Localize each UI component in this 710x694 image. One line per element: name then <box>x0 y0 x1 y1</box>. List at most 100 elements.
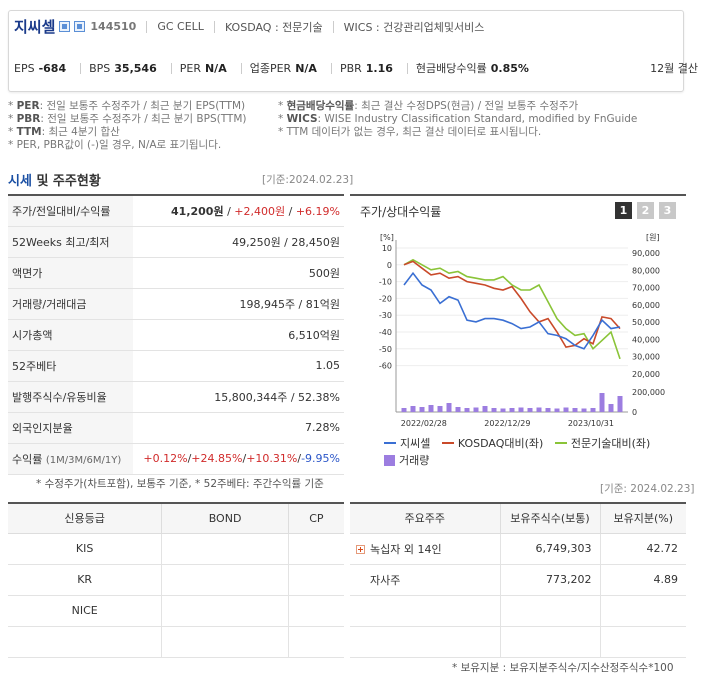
note-line: * TTM: 최근 4분기 합산 <box>8 126 120 138</box>
legend-line-icon <box>384 442 396 444</box>
notes-left: * PER: 전일 보통주 수정주가 / 최근 분기 EPS(TTM) * PB… <box>8 100 247 152</box>
volume-bar <box>437 406 443 412</box>
table-row: 발행주식수/유동비율 15,800,344주 / 52.38% <box>8 381 344 413</box>
left-axis-tick: -20 <box>379 294 392 303</box>
metric-per: PER N/A <box>179 61 227 75</box>
volume-bar <box>500 408 506 412</box>
chart-panel: 주가/상대수익률 1 2 3 [%] [원] 10 0 -10 -20 -30 -40 -50-… <box>350 194 686 467</box>
note-line: * 현금배당수익률: 최근 결산 수정DPS(현금) / 전일 보통주 수정주가 <box>278 100 579 112</box>
reference-date: [기준:2024.02.23] <box>262 174 354 186</box>
table-header-row: 주요주주 보유주식수(보통) 보유지분(%) <box>350 503 686 534</box>
volume-bar <box>545 408 551 412</box>
table-row: KIS <box>8 533 344 565</box>
table-row: NICE <box>8 595 344 627</box>
legend-item: 거래량 <box>384 452 429 469</box>
major-shareholder-table: 주요주주 보유주식수(보통) 보유지분(%) 녹십자 외 14인 6,749,3… <box>350 502 686 658</box>
right-axis-tick: 20,000 <box>632 370 660 379</box>
chart-legend: 지씨셀 KOSDAQ대비(좌) 전문기술대비(좌) 거래량 <box>384 432 658 471</box>
home-icon[interactable] <box>59 21 71 32</box>
notes-right: * 현금배당수익률: 최근 결산 수정DPS(현금) / 전일 보통주 수정주가… <box>278 100 637 139</box>
market-info: KOSDAQ : 전문기술 <box>224 20 323 34</box>
right-axis-tick: 80,000 <box>632 266 660 275</box>
row-label: 외국인지분율 <box>8 412 133 444</box>
table-row: 거래량/거래대금 198,945주 / 81억원 <box>8 288 344 320</box>
building-icon[interactable] <box>74 21 86 32</box>
price-change-rate: +6.19% <box>295 204 340 218</box>
table-row <box>350 626 686 658</box>
series-line <box>403 260 621 348</box>
chart-button-1[interactable]: 1 <box>615 202 632 219</box>
volume-bar <box>536 407 542 412</box>
left-axis-tick: 10 <box>382 244 392 253</box>
price-footnote: * 수정주가(차트포함), 보통주 기준, * 52주베타: 주간수익률 기준 <box>36 478 324 490</box>
column-header: 주요주주 <box>350 503 500 534</box>
volume-bar <box>518 407 524 412</box>
row-label: 거래량/거래대금 <box>8 288 133 320</box>
right-axis-tick: 30,000 <box>632 353 660 362</box>
volume-bar <box>572 408 578 412</box>
company-title-row: 지씨셀 144510 GC CELL KOSDAQ : 전문기술 WICS : … <box>14 16 484 37</box>
table-row: KR <box>8 564 344 596</box>
right-axis-tick: 40,000 <box>632 335 660 344</box>
right-axis-tick: 50,000 <box>632 318 660 327</box>
volume-bar <box>617 396 623 412</box>
chart-period-buttons: 1 2 3 <box>615 202 676 219</box>
volume-bar <box>446 403 452 412</box>
settlement-month: 12월 결산 <box>650 62 698 75</box>
row-label: 발행주식수/유동비율 <box>8 381 133 413</box>
reference-date-2: [기준: 2024.02.23] <box>600 483 695 495</box>
right-axis-tick: 90,000 <box>632 249 660 258</box>
table-row <box>350 595 686 627</box>
right-axis-tick: 60,000 <box>632 301 660 310</box>
row-value: 1.05 <box>133 350 344 382</box>
chart-button-3[interactable]: 3 <box>659 202 676 219</box>
divider <box>80 62 82 74</box>
volume-bar <box>410 406 416 412</box>
volume-bar <box>428 405 434 412</box>
row-value: 198,945주 / 81억원 <box>133 288 344 320</box>
volume-bar <box>473 407 479 412</box>
metric-bps: BPS 35,546 <box>89 61 157 75</box>
shareholder-name: 녹십자 외 14인 <box>370 542 442 556</box>
row-label: 주가/전일대비/수익률 <box>8 195 133 227</box>
legend-line-icon <box>441 442 454 444</box>
metric-eps: EPS -684 <box>14 61 67 75</box>
table-row: 주가/전일대비/수익률 41,200원 / +2,400원 / +6.19% <box>8 195 344 227</box>
current-price: 41,200원 <box>171 204 224 218</box>
company-name[interactable]: 지씨셀 <box>14 18 56 36</box>
row-label: 52Weeks 최고/최저 <box>8 226 133 258</box>
volume-bar <box>491 408 497 412</box>
legend-box-icon <box>384 454 395 466</box>
table-row: 52Weeks 최고/최저 49,250원 / 28,450원 <box>8 226 344 258</box>
price-table: 주가/전일대비/수익률 41,200원 / +2,400원 / +6.19% 5… <box>8 194 344 475</box>
chart-button-2[interactable]: 2 <box>637 202 654 219</box>
row-label: 수익률 (1M/3M/6M/1Y) <box>8 443 133 475</box>
shareholder-name: 자사주 <box>350 564 500 596</box>
metric-pbr: PBR 1.16 <box>339 61 393 75</box>
column-header: 보유주식수(보통) <box>499 503 600 534</box>
row-label: 시가총액 <box>8 319 133 351</box>
row-value: 6,510억원 <box>133 319 344 351</box>
wics-info: WICS : 건강관리업체및서비스 <box>343 20 485 34</box>
credit-rating-table: 신용등급 BOND CP KIS KR NICE <box>8 502 344 658</box>
price-change: +2,400원 <box>234 204 286 218</box>
legend-item: 지씨셀 <box>384 435 430 452</box>
note-line: * PER: 전일 보통주 수정주가 / 최근 분기 EPS(TTM) <box>8 100 246 112</box>
row-label: 52주베타 <box>8 350 133 382</box>
expand-plus-icon[interactable] <box>356 545 365 554</box>
table-header-row: 신용등급 BOND CP <box>8 503 344 534</box>
row-value: 41,200원 / +2,400원 / +6.19% <box>133 195 344 227</box>
row-label: 액면가 <box>8 257 133 289</box>
right-axis-unit: [원] <box>646 233 660 242</box>
column-header: CP <box>287 503 344 534</box>
price-chart: [%] [원] 10 0 -10 -20 -30 -40 -50 -60 90,000 80,000 7… <box>379 233 665 428</box>
note-line: * PER, PBR값이 (-)일 경우, N/A로 표기됩니다. <box>8 139 222 151</box>
series-line <box>403 258 621 360</box>
table-row: 시가총액 6,510억원 <box>8 319 344 351</box>
x-axis-tick: 2022/12/29 <box>484 419 530 428</box>
legend-item: 전문기술대비(좌) <box>554 435 650 452</box>
table-row: 자사주 773,202 4.89 <box>350 564 686 596</box>
company-header <box>8 10 684 92</box>
volume-bar <box>455 407 461 412</box>
divider <box>406 62 408 74</box>
